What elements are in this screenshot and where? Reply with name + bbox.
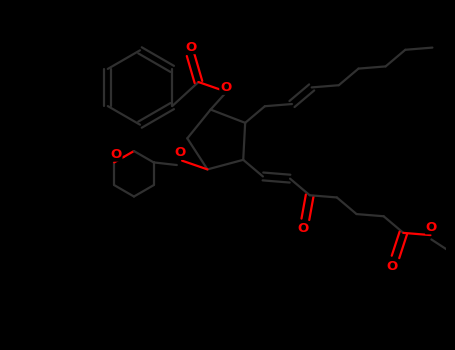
Text: O: O (174, 146, 186, 159)
Text: O: O (111, 148, 122, 161)
Text: O: O (386, 260, 398, 273)
Text: O: O (426, 221, 437, 234)
Text: O: O (298, 223, 309, 236)
Text: O: O (220, 81, 231, 94)
Text: O: O (185, 41, 196, 54)
